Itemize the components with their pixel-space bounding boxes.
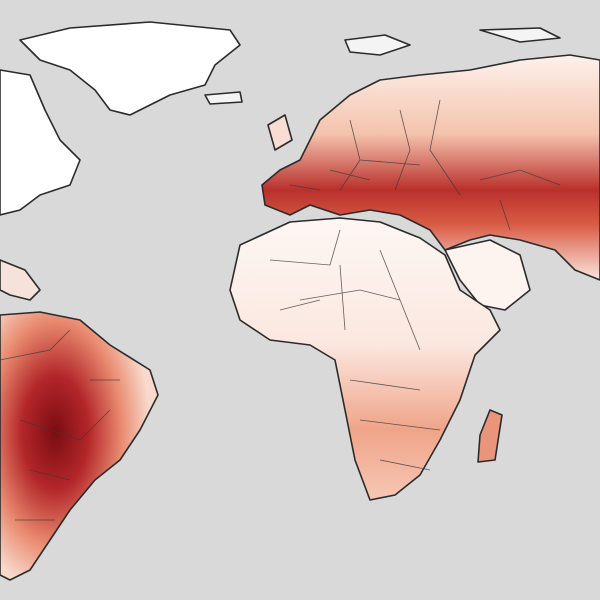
north-america	[0, 69, 81, 216]
arctic-island	[479, 27, 561, 43]
south-america	[0, 311, 159, 581]
border	[269, 229, 441, 471]
madagascar	[477, 409, 503, 463]
central-america	[0, 259, 41, 301]
eurasia	[261, 54, 600, 281]
british-isles	[267, 114, 293, 151]
arabia	[444, 239, 531, 311]
greenland	[19, 21, 241, 116]
arctic-island	[204, 91, 243, 105]
africa	[229, 217, 501, 501]
arctic-island	[344, 34, 411, 56]
border	[0, 329, 120, 521]
border	[289, 99, 561, 231]
